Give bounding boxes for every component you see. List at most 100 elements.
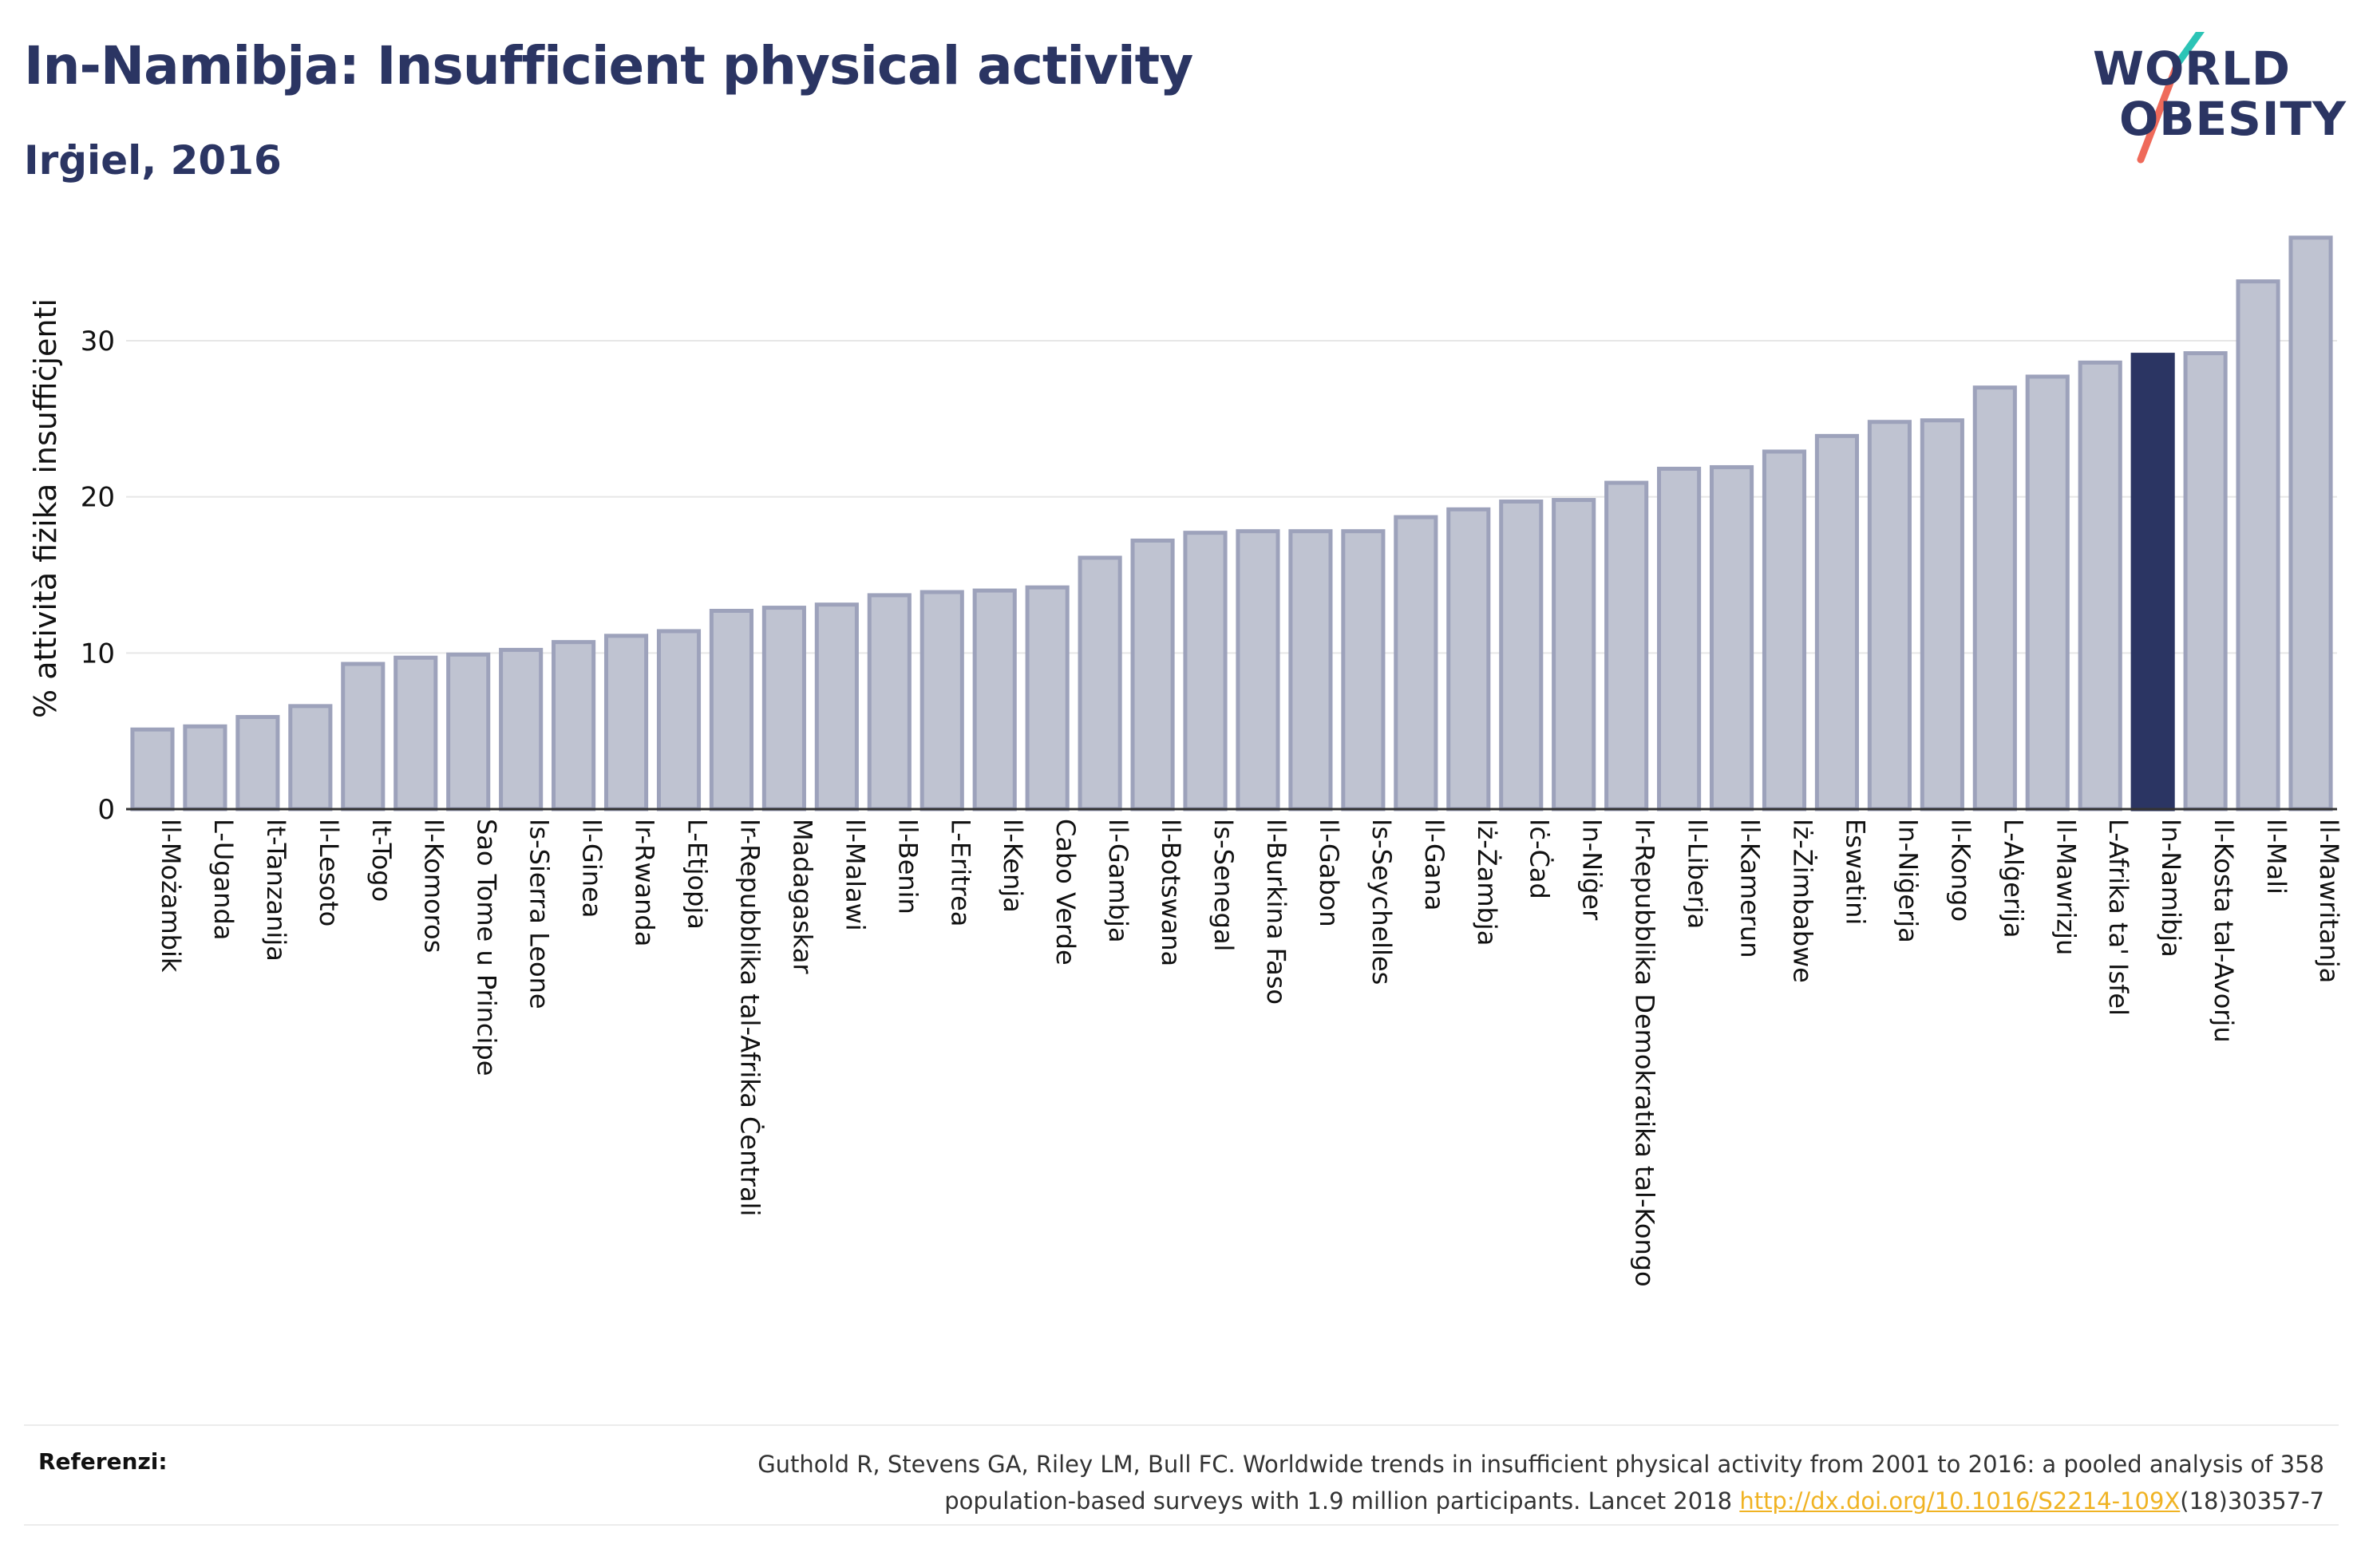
x-tick-label: Il-Gambja [1103,819,1133,942]
x-tick-label: Il-Kamerun [1735,819,1766,958]
x-tick-label: L-Alġerija [1998,819,2028,938]
bar [1920,418,1964,812]
bar [972,588,1017,812]
bar [709,608,754,812]
y-axis-label: % attività fiżika insuffiċjenti [28,298,63,718]
reference-line-2: population-based surveys with 1.9 millio… [944,1487,1740,1515]
x-tick-label: Il-Malawi [840,819,870,931]
x-tick-label: Il-Komoros [419,819,449,953]
logo-text-world: WORLD [2093,41,2292,96]
x-tick-label: Il-Botswana [1156,819,1186,966]
x-tick-label: Is-Seychelles [1366,819,1397,985]
x-tick-label: Ir-Repubblika tal-Afrika Ċentrali [734,819,765,1216]
bar [1025,585,1070,812]
x-tick-label: In-Niġerja [1892,819,1923,943]
bar [2025,374,2070,812]
y-tick-label: 30 [81,326,115,357]
bar [1499,500,1544,812]
bar [1394,515,1438,812]
y-tick-label: 10 [81,638,115,669]
references-label: Referenzi: [38,1448,168,1475]
x-tick-label: Ir-Repubblika Demokratika tal-Kongo [1630,819,1660,1287]
world-obesity-logo: WORLD OBESITY [2083,32,2347,168]
bar [1236,529,1280,812]
bar [130,727,175,812]
footer-divider-top [24,1424,2339,1426]
bar [761,606,806,812]
bar [1446,507,1491,812]
x-tick-label: Iċ-Ċad [1525,819,1555,899]
x-tick-label: Il-Kongo [1945,819,1975,922]
x-tick-label: Is-Senegal [1208,819,1239,951]
x-tick-label: L-Eritrea [945,819,975,926]
bar [814,602,859,812]
references-text: Guthold R, Stevens GA, Riley LM, Bull FC… [488,1446,2324,1519]
footer-divider-bottom [24,1524,2339,1526]
x-tick-label: Il-Gabon [1314,819,1344,927]
x-tick-label: Madagaskar [787,819,817,974]
x-tick-label: Ir-Rwanda [630,819,660,946]
bar [288,704,333,812]
x-tick-label: L-Etjopja [682,819,713,930]
x-tick-label: L-Uganda [208,819,239,940]
x-tick-label: L-Afrika ta' Isfel [2103,819,2134,1016]
bar [2236,279,2280,812]
bars [130,235,2333,812]
bar [1972,385,2017,812]
x-tick-labels: Il-Możambik L-Uganda It-Tanzanija Il-Lesoto… [156,819,2344,1287]
x-tick-label: Il-Benin [892,819,923,914]
y-tick-label: 0 [97,794,115,826]
bar [1341,529,1386,812]
x-tick-label: In-Namibja [2156,819,2186,958]
x-tick-label: Il-Lesoto [314,819,344,926]
bar [1288,529,1333,812]
axes: 0 10 20 30 [81,326,2337,826]
x-tick-label: Sao Tome u Principe [472,819,502,1076]
reference-line-1: Guthold R, Stevens GA, Riley LM, Bull FC… [757,1451,2324,1478]
bar [394,655,438,812]
doi-link[interactable]: http://dx.doi.org/10.1016/S2214-109X [1739,1487,2181,1515]
bar [1552,498,1596,812]
bar [446,652,491,812]
bar [235,715,280,812]
bar [1657,466,1702,812]
bar [656,629,702,812]
chart-subtitle: Irġiel, 2016 [24,137,282,184]
x-tick-label: It-Tanzanija [261,819,291,962]
bar [1078,555,1122,812]
x-tick-label: Il-Mawrizju [2051,819,2081,955]
x-tick-label: Il-Mali [2261,819,2292,895]
logo-text-obesity: OBESITY [2119,92,2347,146]
reference-line-2-end: (18)30357-7 [2180,1487,2324,1515]
logo-slash-icon [2137,32,2205,164]
bar [1183,531,1228,812]
bar [867,593,912,812]
bar [2288,235,2333,812]
bar [603,634,649,812]
x-tick-label: Is-Sierra Leone [524,819,555,1009]
bar [341,662,386,812]
x-tick-label: Il-Gana [1419,819,1449,910]
bar [1604,480,1649,812]
x-tick-label: Cabo Verde [1050,819,1081,966]
grid-lines [126,339,2337,654]
bar [1867,420,1912,812]
x-tick-label: Il-Liberja [1683,819,1713,929]
y-tick-label: 20 [81,482,115,514]
bar [1762,449,1807,812]
x-tick-label: Il-Burkina Faso [1261,819,1291,1005]
x-tick-label: Il-Mawritanja [2314,819,2344,983]
bar [2078,360,2122,812]
bar [1709,464,1754,812]
x-tick-label: Il-Ginea [577,819,607,918]
chart-title: In-Namibja: Insufficient physical activi… [24,35,1193,97]
bar [919,590,964,812]
x-tick-label: Il-Kosta tal-Avorju [2209,819,2239,1043]
x-tick-label: It-Togo [366,819,397,902]
bar [1130,538,1175,812]
bar [499,647,544,812]
x-tick-label: Il-Możambik [156,819,186,973]
x-tick-label: In-Niġer [1577,819,1608,921]
x-tick-label: Iż-Żimbabwe [1788,819,1818,983]
x-tick-label: Iż-Żambja [1472,819,1502,946]
